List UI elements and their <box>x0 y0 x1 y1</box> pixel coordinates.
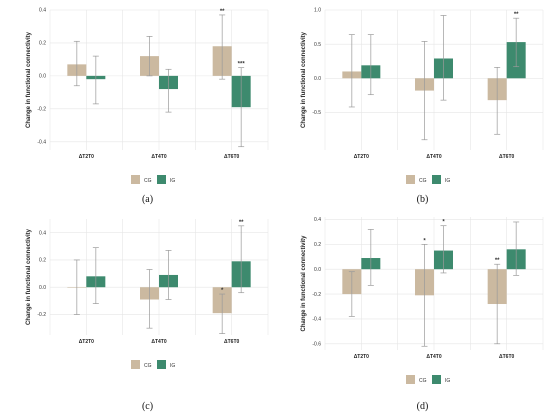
x-tick-label: ΔT2T0 <box>79 339 94 345</box>
chart-panel-3: 0.4 0.2 0.0 -0.2 Change in functional connec… <box>26 219 269 412</box>
legend-label-IG: IG <box>170 363 175 369</box>
panel-caption: (b) <box>417 194 429 205</box>
y-tick-label: -0.6 <box>312 341 321 347</box>
legend-swatch-IG <box>432 375 441 384</box>
significance-marker: ** <box>220 9 225 15</box>
significance-marker: *** <box>238 62 246 68</box>
x-tick-label: ΔT4T0 <box>151 154 166 160</box>
y-tick-label: 0.0 <box>39 285 46 291</box>
y-tick-label: -0.2 <box>312 292 321 298</box>
legend-label-IG: IG <box>170 178 175 184</box>
significance-marker: ** <box>495 258 500 264</box>
y-tick-label: 0.4 <box>314 217 321 223</box>
y-tick-label: -0.4 <box>37 139 46 145</box>
y-tick-label: 0.2 <box>39 41 46 47</box>
significance-marker: ** <box>514 12 519 18</box>
legend-label-IG: IG <box>445 178 450 184</box>
legend-label-CG: CG <box>144 178 152 184</box>
y-tick-label: 0.4 <box>39 8 46 14</box>
y-tick-label: -0.5 <box>312 110 321 116</box>
y-tick-label: 1.0 <box>314 8 321 14</box>
legend-label-CG: CG <box>419 178 427 184</box>
legend-label-CG: CG <box>419 378 427 384</box>
legend-swatch-CG <box>406 175 415 184</box>
x-tick-label: ΔT4T0 <box>151 339 166 345</box>
legend-swatch-IG <box>157 360 166 369</box>
x-tick-label: ΔT4T0 <box>426 354 441 360</box>
x-tick-label: ΔT6T0 <box>499 354 514 360</box>
legend-label-CG: CG <box>144 363 152 369</box>
y-axis-label: Change in functional connectivity <box>301 235 307 332</box>
y-tick-label: 0.2 <box>314 242 321 248</box>
y-tick-label: -0.4 <box>312 317 321 323</box>
x-tick-label: ΔT6T0 <box>224 154 239 160</box>
legend-swatch-CG <box>131 175 140 184</box>
chart-panel-2: 1.0 0.5 0.0 -0.5 Change in functional connec… <box>301 8 544 205</box>
y-axis-label: Change in functional connectivity <box>26 228 32 325</box>
legend-swatch-CG <box>406 375 415 384</box>
panel-caption: (c) <box>142 401 153 412</box>
legend-label-IG: IG <box>445 378 450 384</box>
significance-marker: * <box>221 288 224 294</box>
y-tick-label: -0.2 <box>37 107 46 113</box>
panel-caption: (a) <box>142 194 153 205</box>
y-tick-label: 0.4 <box>39 230 46 236</box>
panel-caption: (d) <box>417 401 429 412</box>
y-tick-label: 0.2 <box>39 258 46 264</box>
y-axis-label: Change in functional connectivity <box>26 31 32 128</box>
legend-swatch-CG <box>131 360 140 369</box>
chart-panel-4: 0.4 0.2 0.0 -0.2 -0.4 -0.6 Change in functiona… <box>301 217 544 412</box>
y-tick-label: 0.0 <box>314 76 321 82</box>
significance-marker: * <box>423 238 426 244</box>
x-tick-label: ΔT6T0 <box>499 154 514 160</box>
legend-swatch-IG <box>432 175 441 184</box>
y-tick-label: 0.5 <box>314 42 321 48</box>
significance-marker: * <box>442 220 445 226</box>
significance-marker: ** <box>239 220 244 226</box>
y-tick-label: 0.0 <box>39 74 46 80</box>
y-tick-label: -0.2 <box>37 312 46 318</box>
x-tick-label: ΔT2T0 <box>79 154 94 160</box>
legend-swatch-IG <box>157 175 166 184</box>
y-axis-label: Change in functional connectivity <box>301 31 307 128</box>
x-tick-label: ΔT2T0 <box>354 154 369 160</box>
y-tick-label: 0.0 <box>314 267 321 273</box>
chart-panel-1: 0.4 0.2 0.0 -0.2 -0.4 Change in functional co… <box>26 8 269 205</box>
x-tick-label: ΔT6T0 <box>224 339 239 345</box>
x-tick-label: ΔT4T0 <box>426 154 441 160</box>
x-tick-label: ΔT2T0 <box>354 354 369 360</box>
